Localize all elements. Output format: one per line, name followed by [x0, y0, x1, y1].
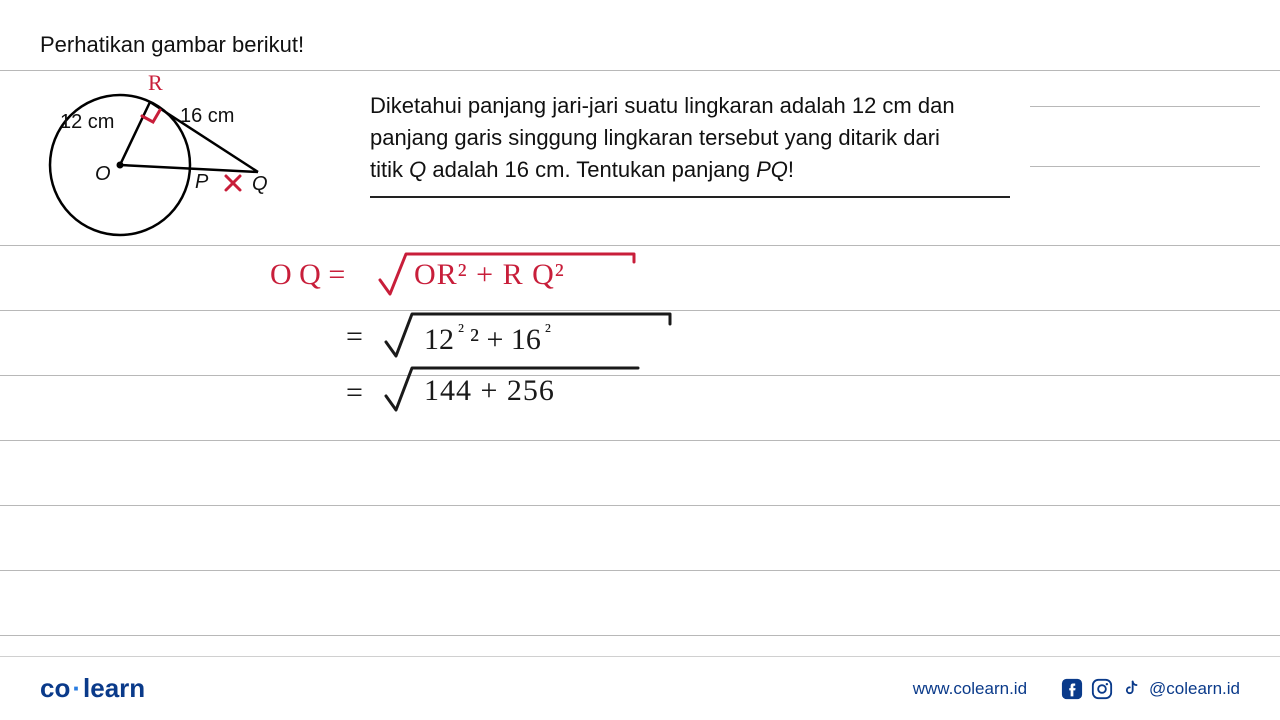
logo-part-b: learn: [83, 673, 145, 703]
ruled-line: [0, 635, 1280, 636]
brand-logo: co·learn: [40, 673, 145, 704]
problem-line-3a: titik: [370, 157, 409, 182]
cross-mark-icon: [226, 176, 240, 190]
short-rule: [1030, 106, 1260, 107]
logo-dot: ·: [70, 673, 83, 703]
instagram-icon: [1091, 678, 1113, 700]
ruled-line: [0, 440, 1280, 441]
short-rule: [1030, 70, 1260, 71]
social-group: @colearn.id: [1061, 678, 1240, 700]
ruled-line: [0, 505, 1280, 506]
footer-url: www.colearn.id: [913, 679, 1027, 699]
problem-line-3b: adalah 16 cm. Tentukan panjang: [426, 157, 756, 182]
work-eq2-rhs: 12²² + 16²: [424, 320, 551, 357]
label-16cm: 16 cm: [180, 105, 234, 127]
label-12cm: 12 cm: [60, 111, 114, 133]
geometry-diagram: R 12 cm 16 cm O P Q: [40, 70, 300, 260]
logo-part-a: co: [40, 673, 70, 703]
page: Perhatikan gambar berikut! R 12 cm 16 cm: [0, 0, 1280, 720]
work-eq1-rhs: OR² + R Q²: [414, 258, 565, 292]
problem-line-1: Diketahui panjang jari-jari suatu lingka…: [370, 93, 955, 118]
problem-PQ: PQ: [756, 157, 788, 182]
problem-Q: Q: [409, 157, 426, 182]
work-eq3-rhs: 144 + 256: [424, 374, 555, 408]
radius-OR: [120, 102, 150, 165]
ruled-line: [0, 570, 1280, 571]
problem-underline: [370, 196, 1010, 198]
tiktok-icon: [1121, 678, 1141, 700]
short-rule: [1030, 166, 1260, 167]
problem-title: Perhatikan gambar berikut!: [40, 32, 304, 58]
label-O: O: [95, 163, 111, 185]
work-eq2-eq: =: [346, 320, 363, 354]
social-handle: @colearn.id: [1149, 679, 1240, 699]
work-eq3-eq: =: [346, 376, 363, 410]
work-eq1-lhs: O Q =: [270, 258, 345, 292]
problem-line-2: panjang garis singgung lingkaran tersebu…: [370, 125, 940, 150]
footer: co·learn www.colearn.id @colearn.id: [0, 656, 1280, 720]
label-P: P: [195, 171, 209, 193]
label-Q: Q: [252, 173, 268, 195]
label-R: R: [148, 70, 163, 95]
footer-right: www.colearn.id @colearn.id: [913, 678, 1240, 700]
problem-statement: Diketahui panjang jari-jari suatu lingka…: [370, 90, 1030, 186]
problem-line-3c: !: [788, 157, 794, 182]
facebook-icon: [1061, 678, 1083, 700]
